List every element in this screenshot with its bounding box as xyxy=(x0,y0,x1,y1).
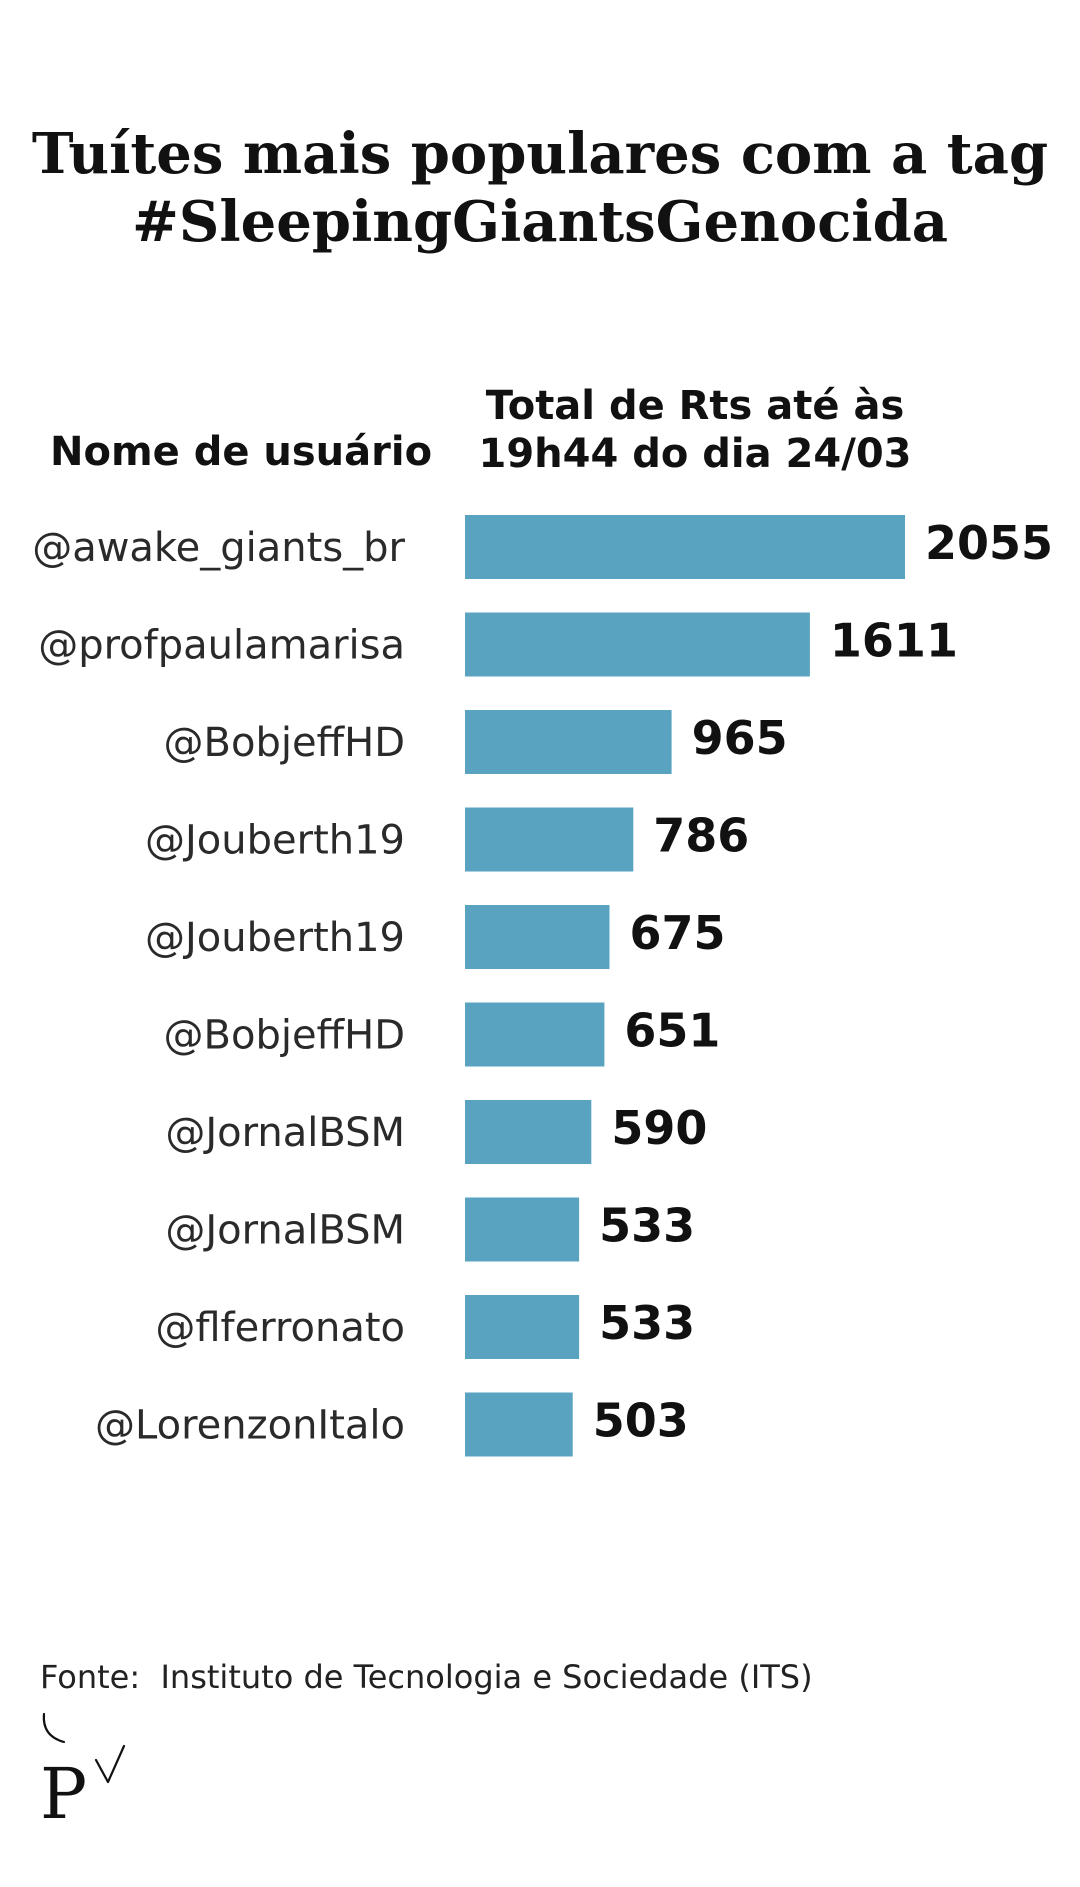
bar-3 xyxy=(465,710,672,774)
value-label-7: 590 xyxy=(611,1101,707,1155)
category-label-5: @Jouberth19 xyxy=(145,915,405,961)
svg-text:P: P xyxy=(40,1753,87,1830)
value-label-4: 786 xyxy=(653,809,749,863)
bar-9 xyxy=(465,1295,580,1359)
category-label-7: @JornalBSM xyxy=(165,1110,405,1156)
value-label-8: 533 xyxy=(599,1199,695,1253)
bar-5 xyxy=(465,905,610,969)
bar-chart: @awake_giants_br 2055 @profpaulamarisa 1611… xyxy=(32,515,1053,1457)
bar-2 xyxy=(465,612,810,677)
chart-title: Tuítes mais populares com a tag #Sleepin… xyxy=(0,120,1080,256)
value-label-6: 651 xyxy=(624,1004,720,1058)
value-label-2: 1611 xyxy=(830,614,958,668)
category-label-9: @flferronato xyxy=(155,1305,405,1351)
bar-6 xyxy=(465,1002,605,1067)
category-label-4: @Jouberth19 xyxy=(145,818,405,864)
category-column-header: Nome de usuário xyxy=(50,429,433,475)
source-note: Fonte: Instituto de Tecnologia e Socieda… xyxy=(40,1658,813,1696)
category-label-3: @BobjeffHD xyxy=(164,720,405,766)
value-label-1: 2055 xyxy=(925,516,1053,570)
value-column-header-line-2: 19h44 do dia 24/03 xyxy=(478,431,912,477)
chart-title-line-1: Tuítes mais populares com a tag xyxy=(31,121,1049,187)
bar-8 xyxy=(465,1197,580,1262)
bar-7 xyxy=(465,1100,592,1164)
category-label-6: @BobjeffHD xyxy=(164,1013,405,1059)
category-label-2: @profpaulamarisa xyxy=(38,623,405,669)
value-label-3: 965 xyxy=(692,711,788,765)
bar-1 xyxy=(465,515,905,579)
value-label-10: 503 xyxy=(593,1394,689,1448)
bars-group: @awake_giants_br 2055 @profpaulamarisa 1611… xyxy=(32,515,1053,1457)
chart-title-line-2: #SleepingGiantsGenocida xyxy=(131,189,949,255)
value-label-9: 533 xyxy=(599,1296,695,1350)
publisher-p-logo-icon: P xyxy=(40,1712,126,1830)
category-label-10: @LorenzonItalo xyxy=(95,1403,405,1449)
bar-4 xyxy=(465,807,634,872)
value-label-5: 675 xyxy=(630,906,726,960)
bar-10 xyxy=(465,1392,573,1457)
category-label-1: @awake_giants_br xyxy=(32,525,405,571)
category-label-8: @JornalBSM xyxy=(165,1208,405,1254)
value-column-header: Total de Rts até às 19h44 do dia 24/03 xyxy=(470,382,920,478)
value-column-header-line-1: Total de Rts até às xyxy=(485,383,905,429)
